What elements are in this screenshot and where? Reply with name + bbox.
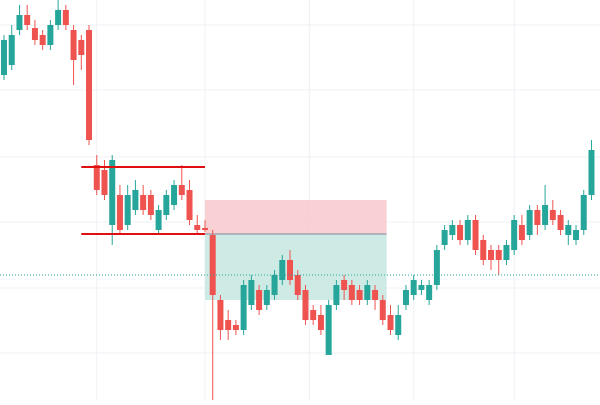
candle-body (93, 165, 100, 190)
candle-body (433, 250, 440, 285)
candle-body (209, 235, 216, 295)
candle-body (171, 185, 178, 205)
candle-body (511, 220, 518, 250)
candle-body (387, 315, 394, 330)
candle-body (310, 310, 317, 320)
candle-body (271, 275, 278, 295)
candle-body (263, 290, 270, 305)
candle-body (155, 210, 162, 230)
candle-body (86, 30, 93, 140)
candle-body (256, 290, 263, 310)
candle-body (542, 205, 549, 225)
candle-body (16, 15, 23, 30)
candle-body (418, 285, 425, 290)
candle-body (279, 260, 286, 280)
candle-body (441, 230, 448, 245)
candle-body (8, 35, 15, 65)
candle-body (78, 40, 85, 55)
candle-body (410, 280, 417, 295)
candle-body (341, 280, 348, 290)
candle-body (178, 185, 185, 195)
candle-body (580, 195, 587, 230)
stop-zone (204, 200, 387, 234)
candle-body (487, 250, 494, 260)
candle-body (147, 195, 154, 215)
candle-body (116, 195, 123, 230)
candle-body (449, 225, 456, 235)
candle-body (395, 315, 402, 335)
candle-body (402, 290, 409, 305)
candle-body (333, 285, 340, 305)
candle-body (31, 28, 38, 40)
candle-body (132, 190, 139, 210)
candle-body (240, 285, 247, 330)
candle-body (573, 230, 580, 240)
candle-body (317, 315, 324, 330)
candle-body (426, 285, 433, 300)
candle-body (457, 225, 464, 240)
candle-body (526, 210, 533, 235)
candle-body (124, 195, 131, 225)
candle-body (503, 245, 510, 260)
candle-body (549, 210, 556, 220)
candle-body (348, 285, 355, 300)
candle-body (557, 215, 564, 230)
candle-body (372, 290, 379, 300)
candle-body (1, 40, 7, 75)
candle-body (325, 305, 332, 355)
candle-body (24, 15, 31, 25)
candle-body (70, 30, 77, 60)
candle-body (225, 320, 232, 330)
candle-body (518, 225, 525, 240)
candle-body (379, 300, 386, 320)
candle-body (47, 25, 54, 45)
candle-body (62, 10, 69, 25)
candle-body (534, 210, 541, 225)
candle-body (140, 195, 147, 210)
candle-body (101, 170, 108, 195)
candle-body (287, 260, 294, 280)
candle-body (495, 250, 502, 260)
candle-body (194, 225, 201, 230)
candle-body (163, 195, 170, 215)
candle-body (186, 190, 193, 220)
candle-body (232, 325, 239, 330)
candle-body (302, 290, 309, 320)
candle-body (565, 225, 572, 235)
candle-body (109, 160, 116, 225)
candle-body (217, 300, 224, 330)
candle-body (39, 35, 46, 45)
candle-body (464, 220, 471, 240)
candle-body (356, 290, 363, 300)
candle-body (588, 150, 595, 195)
candle-body (201, 228, 208, 230)
candle-body (248, 280, 255, 305)
candle-body (480, 240, 487, 260)
candle-body (472, 220, 479, 250)
candle-body (55, 10, 62, 25)
candle-body (294, 275, 301, 295)
candle-body (364, 285, 371, 300)
